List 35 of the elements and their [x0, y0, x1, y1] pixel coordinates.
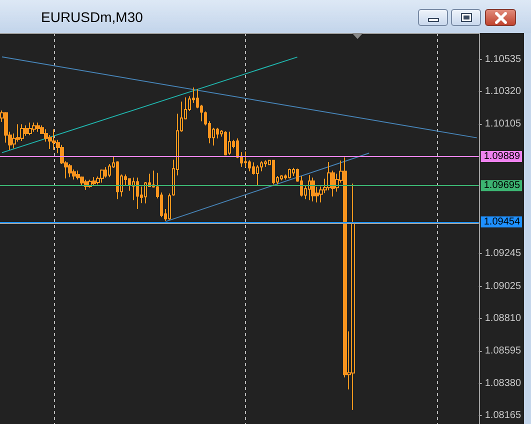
candlestick: [224, 130, 227, 156]
candlestick: [228, 131, 231, 156]
chart-title: EURUSDm,M30: [41, 9, 143, 25]
candlestick: [311, 177, 315, 202]
candlestick: [280, 174, 283, 181]
candlestick: [100, 169, 104, 184]
candlestick: [104, 166, 107, 178]
ref-line-label: 1.09454: [484, 216, 520, 228]
candlestick: [92, 176, 96, 186]
candlestick: [244, 151, 247, 168]
candlestick: [32, 122, 36, 132]
y-tick-label: 1.10105: [484, 118, 522, 130]
candlestick: [20, 124, 24, 142]
candlestick: [264, 160, 267, 168]
candlestick: [36, 122, 40, 132]
y-tick-label: 1.08810: [484, 313, 522, 324]
y-tick-label: 1.08595: [484, 346, 522, 357]
y-tick-label: 1.08380: [484, 378, 522, 389]
ref-line-label: 1.09889: [484, 150, 520, 162]
candlestick: [288, 168, 291, 179]
candlestick: [116, 160, 119, 200]
y-tick-label: 1.08165: [484, 410, 522, 422]
y-tick-label: 1.09245: [484, 248, 522, 259]
candlestick: [351, 183, 355, 410]
y-tick-label: 1.09025: [484, 280, 522, 292]
candlestick: [28, 122, 32, 136]
candlestick: [68, 163, 72, 178]
candlestick: [308, 174, 311, 201]
y-tick-label: 1.10535: [484, 54, 522, 65]
ref-line-label: 1.09695: [484, 180, 520, 192]
candlestick: [136, 177, 139, 210]
candlestick: [272, 160, 275, 185]
candlestick: [52, 128, 56, 150]
y-tick-label: 1.10320: [484, 86, 522, 98]
candlestick: [256, 164, 259, 186]
